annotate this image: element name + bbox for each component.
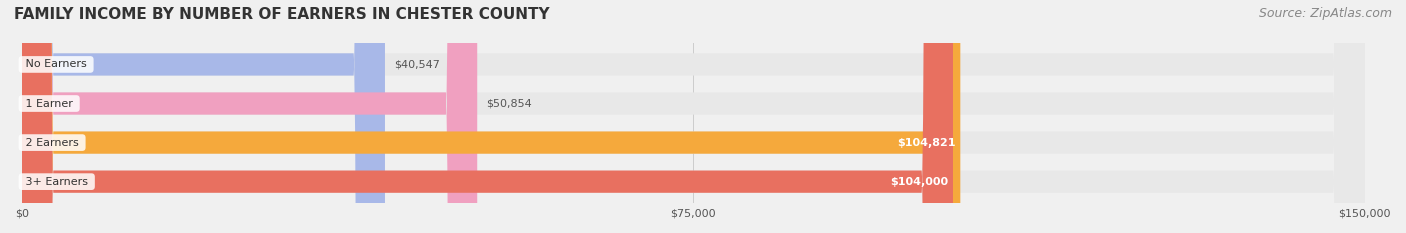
FancyBboxPatch shape (22, 0, 953, 233)
Text: $50,854: $50,854 (486, 99, 531, 109)
FancyBboxPatch shape (22, 0, 1365, 233)
Text: FAMILY INCOME BY NUMBER OF EARNERS IN CHESTER COUNTY: FAMILY INCOME BY NUMBER OF EARNERS IN CH… (14, 7, 550, 22)
Text: No Earners: No Earners (22, 59, 90, 69)
FancyBboxPatch shape (22, 0, 1365, 233)
Text: $40,547: $40,547 (394, 59, 440, 69)
FancyBboxPatch shape (22, 0, 1365, 233)
Text: $104,000: $104,000 (890, 177, 949, 187)
Text: Source: ZipAtlas.com: Source: ZipAtlas.com (1258, 7, 1392, 20)
Text: $104,821: $104,821 (897, 137, 956, 147)
Text: 3+ Earners: 3+ Earners (22, 177, 91, 187)
Text: 1 Earner: 1 Earner (22, 99, 76, 109)
FancyBboxPatch shape (22, 0, 385, 233)
FancyBboxPatch shape (22, 0, 960, 233)
FancyBboxPatch shape (22, 0, 1365, 233)
Text: 2 Earners: 2 Earners (22, 137, 82, 147)
FancyBboxPatch shape (22, 0, 477, 233)
